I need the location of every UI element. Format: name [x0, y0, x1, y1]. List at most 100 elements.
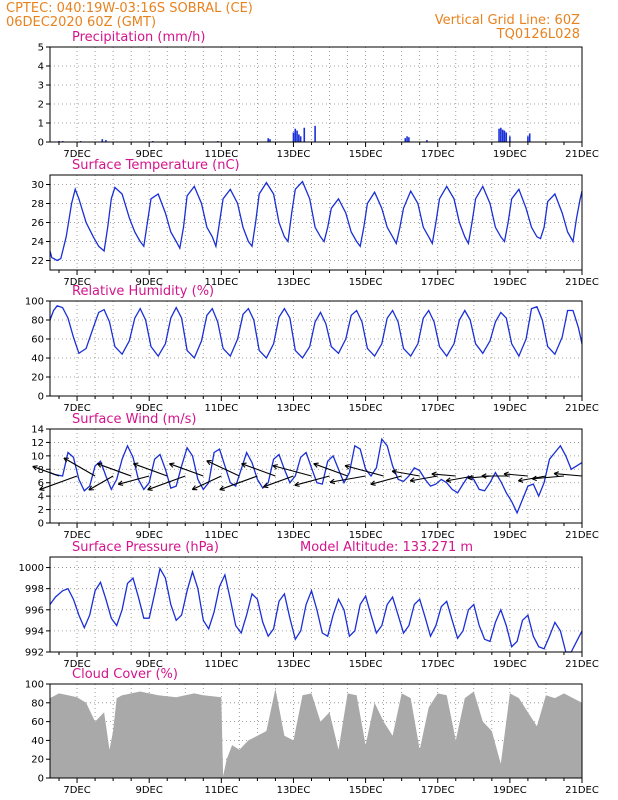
- rh-xtick-label: 9DEC: [135, 403, 162, 414]
- rh-xtick-label: 17DEC: [421, 403, 455, 414]
- precip-xtick-label: 21DEC: [565, 149, 599, 160]
- pres-xtick-label: 17DEC: [421, 659, 455, 670]
- wind-arrow: [39, 475, 78, 491]
- wind-panel: Surface Wind (m/s) 0 2 4 6 8 10 12 14 7DEC 9DEC 11D…: [31, 412, 599, 541]
- wind-arrow-shaft: [147, 475, 186, 491]
- precip-xtick-label: 19DEC: [493, 149, 527, 160]
- precip-ytick-label: 4: [38, 62, 44, 73]
- wind-ytick-label: 6: [38, 478, 44, 489]
- wind-arrow-head: [39, 485, 44, 491]
- temp-xtick-label: 19DEC: [493, 277, 527, 288]
- header-station-line: CPTEC: 040:19W-03:16S SOBRAL (CE): [6, 1, 253, 16]
- cloud-ytick-label: 40: [31, 736, 44, 747]
- wind-arrow-head: [370, 480, 375, 485]
- rh-ytick-label: 80: [31, 316, 44, 327]
- wind-arrow-head: [263, 486, 269, 489]
- wind-arrow-head: [191, 485, 196, 490]
- temp-ytick-label: 24: [31, 237, 44, 248]
- wind-arrow-shaft: [503, 473, 528, 477]
- precip-bar: [267, 138, 270, 142]
- wind-arrow: [503, 471, 528, 478]
- wind-xtick-label: 13DEC: [277, 530, 311, 541]
- precip-ytick-label: 3: [38, 81, 44, 92]
- wind-arrow: [272, 464, 312, 477]
- wind-arrow: [329, 475, 366, 485]
- precip-bar: [528, 133, 531, 142]
- wind-arrow-shaft: [88, 475, 114, 491]
- wind-arrow-shaft: [192, 475, 222, 491]
- wind-arrow-head: [409, 480, 416, 483]
- pres-frame: [49, 556, 583, 653]
- wind-ytick-label: 14: [31, 425, 44, 436]
- wind-arrow: [409, 475, 438, 483]
- wind-arrow-head: [370, 483, 376, 486]
- precip-xtick-label: 11DEC: [204, 149, 238, 160]
- pres-xtick-label: 9DEC: [135, 659, 162, 670]
- wind-ytick-label: 2: [38, 505, 44, 516]
- wind-arrow: [63, 457, 96, 477]
- header-date-line: 06DEC2020 60Z (GMT): [6, 15, 156, 30]
- rh-ytick-label: 60: [31, 335, 44, 346]
- wind-arrow-head: [169, 463, 174, 468]
- wind-arrow-head: [531, 478, 537, 482]
- cloud-title: Cloud Cover (%): [72, 667, 178, 682]
- rh-ytick-label: 0: [38, 392, 44, 403]
- wind-ytick-label: 0: [38, 519, 44, 530]
- rh-line: [49, 305, 583, 360]
- wind-arrow-head: [518, 477, 523, 482]
- wind-arrow: [313, 462, 348, 477]
- wind-arrow-head: [344, 464, 350, 467]
- wind-arrow-head: [553, 473, 559, 477]
- wind-arrow-head: [409, 477, 415, 482]
- wind-arrow-head: [206, 460, 211, 466]
- precip-ytick-label: 5: [38, 43, 44, 54]
- wind-arrow-shaft: [118, 475, 150, 485]
- wind-arrow-head: [467, 477, 473, 481]
- wind-arrow-head: [329, 478, 335, 483]
- wind-arrow-shaft: [32, 465, 60, 477]
- wind-arrow: [344, 464, 384, 477]
- wind-arrow: [96, 462, 132, 477]
- temp-xtick-label: 7DEC: [63, 277, 90, 288]
- precip-bar: [500, 127, 502, 142]
- temp-ytick-label: 22: [31, 256, 44, 267]
- wind-arrow-head: [294, 481, 299, 486]
- precip-bar: [303, 127, 306, 142]
- wind-xtick-label: 19DEC: [493, 530, 527, 541]
- wind-arrow-shaft: [370, 475, 402, 485]
- precip-bar: [299, 136, 302, 142]
- wind-arrow-head: [32, 466, 37, 471]
- wind-arrow-head: [481, 475, 487, 479]
- wind-arrow: [219, 475, 258, 491]
- wind-frame: [49, 428, 583, 524]
- pres-xtick-label: 13DEC: [277, 659, 311, 670]
- precip-bar: [406, 136, 408, 142]
- wind-xtick-label: 17DEC: [421, 530, 455, 541]
- temp-xtick-label: 11DEC: [204, 277, 238, 288]
- rh-ytick-label: 20: [31, 373, 44, 384]
- precip-ytick-label: 0: [38, 138, 44, 149]
- wind-arrow-head: [431, 471, 437, 475]
- precip-bar: [426, 140, 428, 142]
- wind-arrow-head: [431, 473, 437, 478]
- pres-ytick-label: 994: [25, 626, 44, 637]
- rh-xtick-label: 21DEC: [565, 403, 599, 414]
- pres-xtick-label: 19DEC: [493, 659, 527, 670]
- cloud-ytick-label: 80: [31, 698, 44, 709]
- precip-xtick-label: 17DEC: [421, 149, 455, 160]
- temp-xtick-label: 13DEC: [277, 277, 311, 288]
- pres-ytick-label: 998: [25, 584, 44, 595]
- cloud-xtick-label: 7DEC: [63, 785, 90, 796]
- wind-arrow-shaft: [263, 475, 294, 488]
- rh-xtick-label: 15DEC: [349, 403, 383, 414]
- temp-line: [49, 180, 583, 262]
- wind-ytick-label: 10: [31, 451, 44, 462]
- temp-ytick-label: 26: [31, 218, 44, 229]
- wind-arrow: [147, 475, 186, 491]
- wind-arrow: [294, 475, 330, 487]
- wind-arrow-shaft: [39, 475, 78, 491]
- temp-xtick-label: 21DEC: [565, 277, 599, 288]
- wind-arrow-head: [147, 489, 153, 491]
- wind-arrow-head: [133, 462, 139, 465]
- wind-arrow-shaft: [63, 457, 96, 477]
